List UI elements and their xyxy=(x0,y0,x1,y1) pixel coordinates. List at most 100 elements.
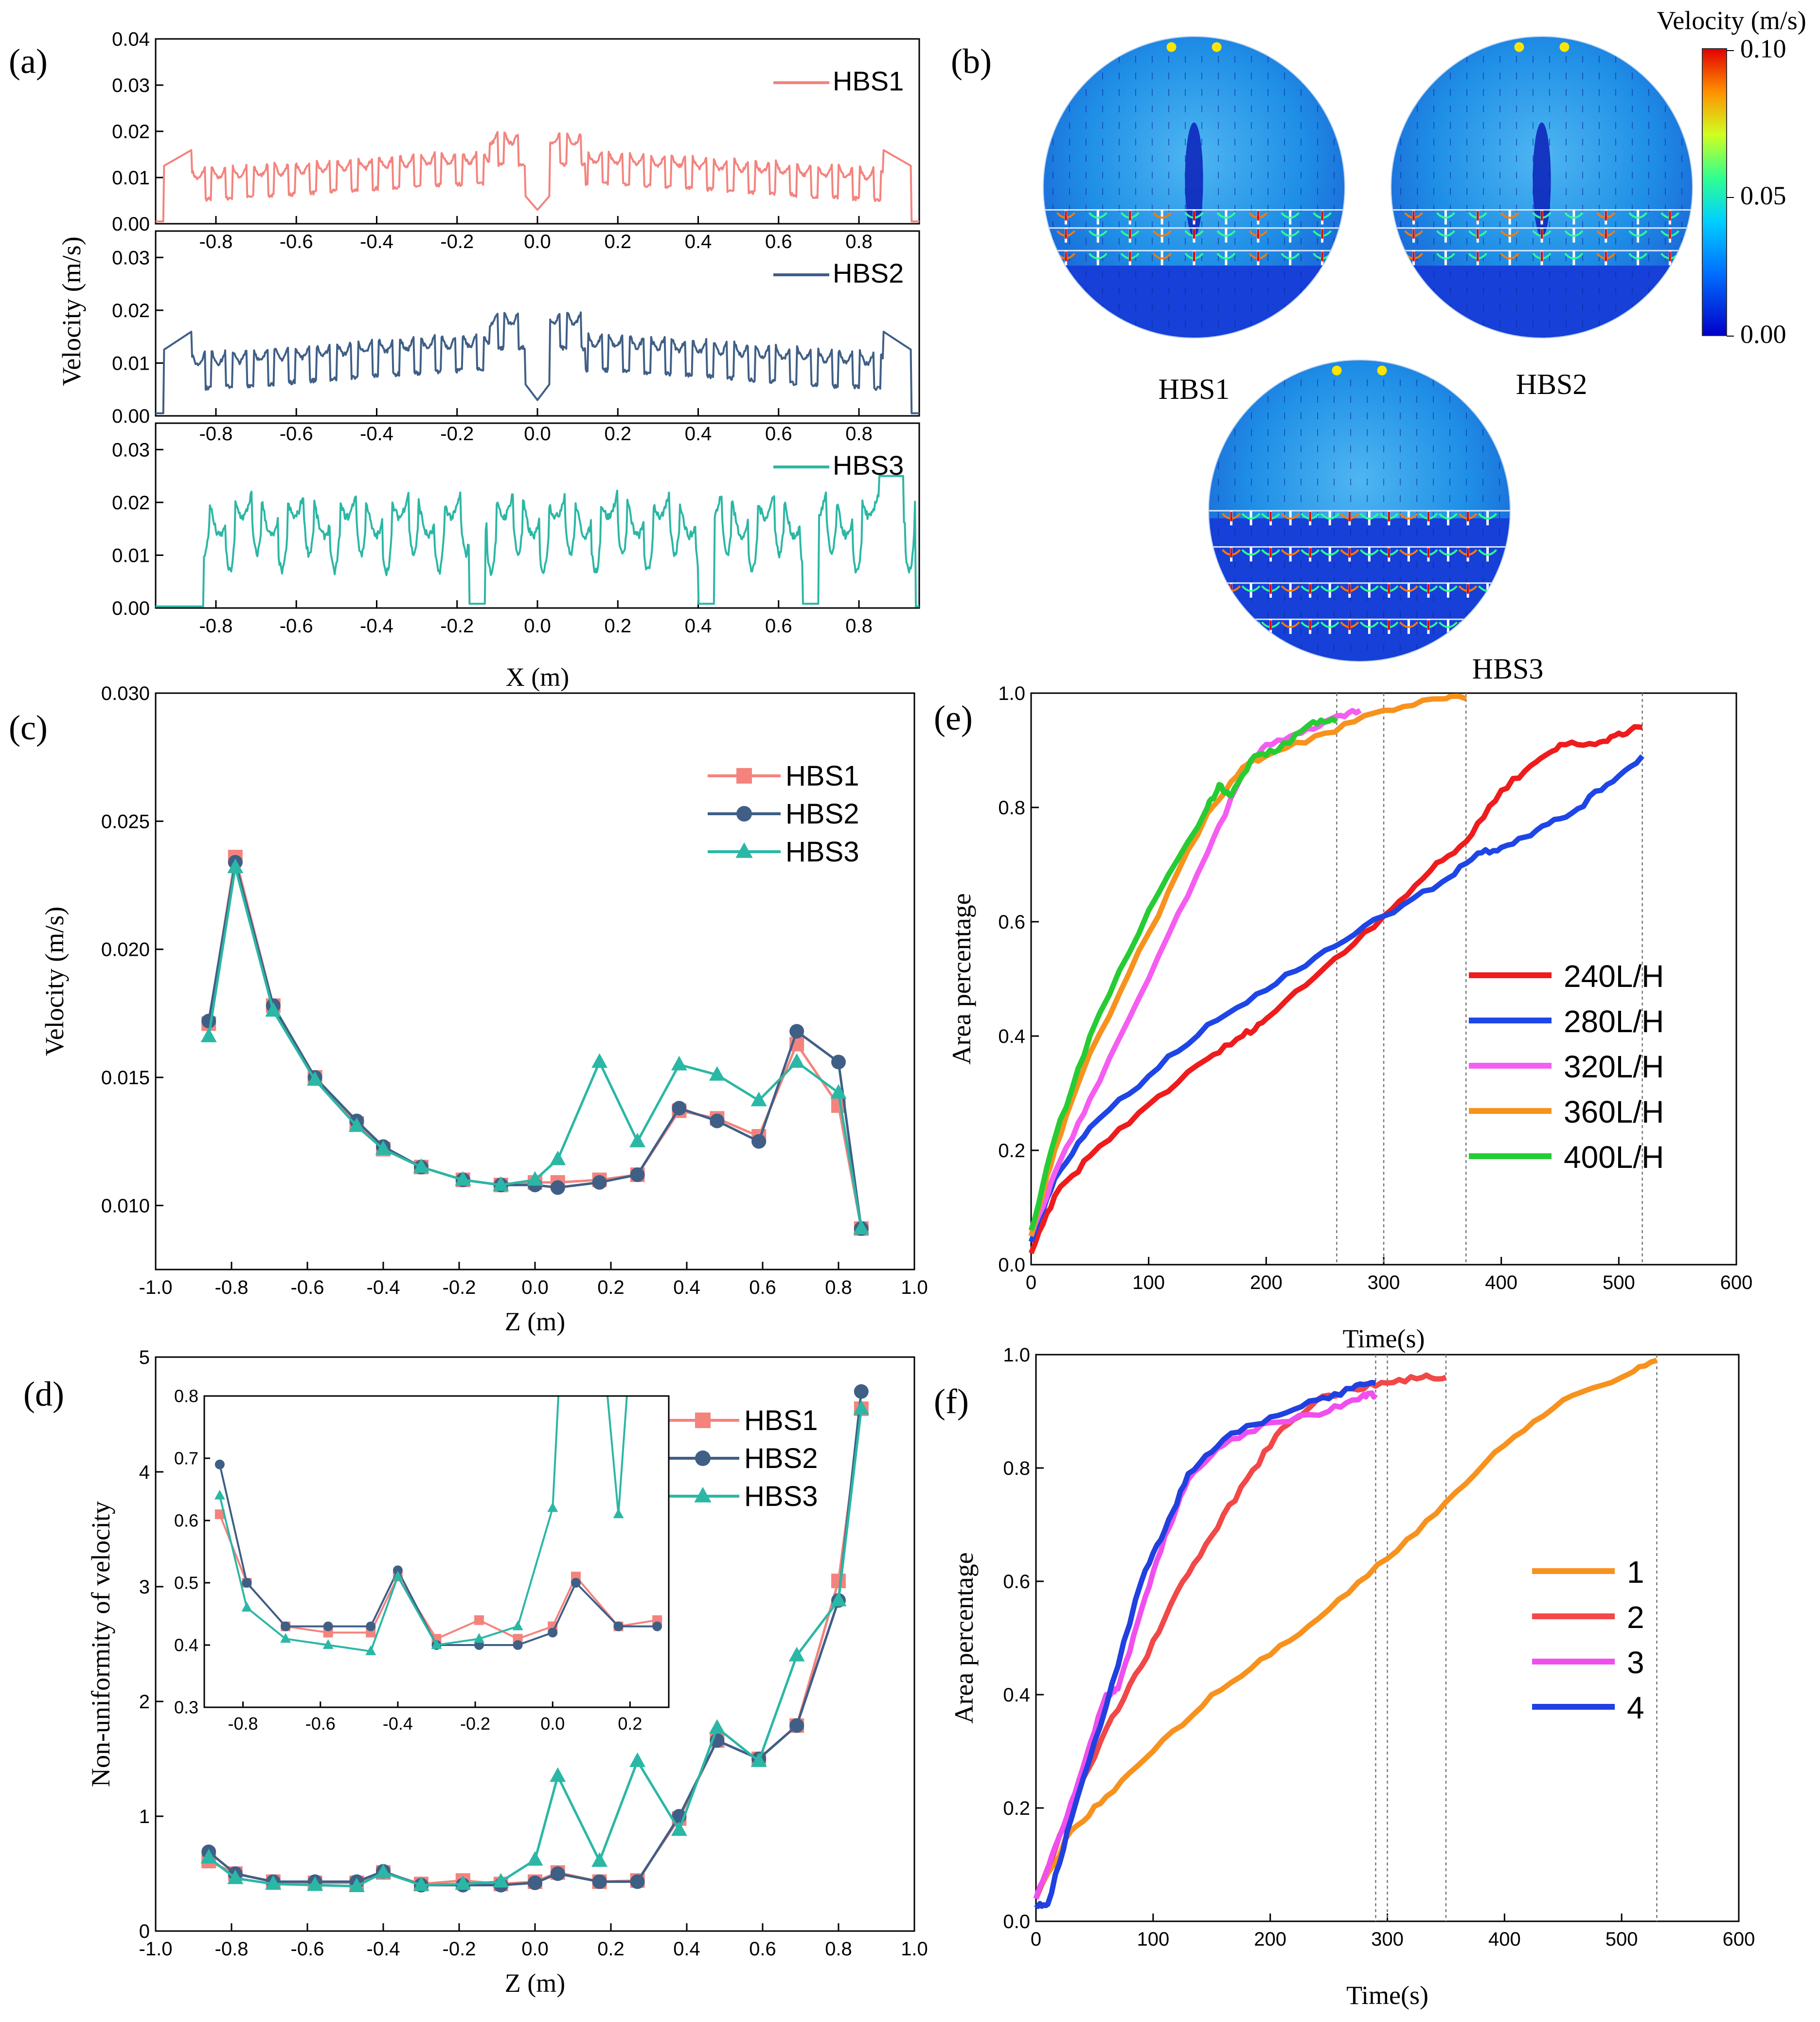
series-line-280L/H xyxy=(1028,754,1644,1243)
data-point xyxy=(709,1066,725,1081)
inset-data-point xyxy=(365,1645,376,1655)
data-point xyxy=(527,1171,543,1186)
nozzle-jet xyxy=(1478,513,1497,519)
low-velocity-region xyxy=(1209,518,1510,662)
data-point xyxy=(550,1150,566,1165)
x-axis-label: X (m) xyxy=(506,662,569,692)
x-tick-label: 500 xyxy=(1603,1272,1635,1293)
label-HBS3: HBS3 xyxy=(1472,653,1544,685)
series-line-360L/H xyxy=(1028,693,1467,1237)
data-point xyxy=(527,1851,543,1866)
x-tick-label: -1.0 xyxy=(139,1277,173,1298)
series-line-400L/H xyxy=(1028,716,1338,1232)
chart-d: -1.0 -0.8 -0.6 -0.4 -0.2 0.0 0.2 0.4 0.6 0.8 1.0 0 1… xyxy=(86,1048,928,1998)
legend-label: HBS2 xyxy=(785,798,859,830)
x-tick-label: -0.2 xyxy=(440,231,474,252)
legend-marker xyxy=(736,806,752,822)
x-tick-label: 0.8 xyxy=(845,615,873,637)
y-tick-label: 0.03 xyxy=(112,439,150,461)
inset-chart: -0.8 -0.6 -0.4 -0.2 0.0 0.2 0.3 0.4 0.5 0.6 0.7 0.8 xyxy=(174,1048,670,1734)
data-point xyxy=(830,1592,847,1607)
x-tick-label: -0.8 xyxy=(199,231,232,252)
data-point xyxy=(307,1876,323,1891)
nozzle-jet xyxy=(1458,621,1478,628)
inset-series-HBS3 xyxy=(214,1048,628,1655)
x-tick-label: 0.4 xyxy=(685,615,712,637)
y-axis-label: Velocity (m/s) xyxy=(57,236,86,386)
y-tick-label: 0.02 xyxy=(112,492,150,514)
y-tick-label: 5 xyxy=(139,1347,150,1368)
nozzle-jet xyxy=(1500,252,1519,260)
nozzle-jet xyxy=(1359,513,1379,519)
data-point xyxy=(853,1219,870,1235)
colorbar-tick-label: 0.05 xyxy=(1740,181,1786,210)
y-tick-label: 0.00 xyxy=(112,406,150,427)
nozzle-jet xyxy=(1152,252,1172,260)
nozzle-jet xyxy=(1359,621,1379,628)
data-point xyxy=(672,1101,687,1116)
series-HBS3 xyxy=(200,1400,870,1892)
y-tick-label: 0.4 xyxy=(998,1026,1025,1047)
x-tick-label: 0.0 xyxy=(524,615,551,637)
x-tick-label: -0.4 xyxy=(360,231,393,252)
chart-b-contours: HBS1 HBS2 HBS3 Velocity (m/s)0.10 0.05 0.00 xyxy=(1043,6,1806,685)
nozzle-jet xyxy=(1500,212,1519,219)
y-tick-label: 0.02 xyxy=(112,121,150,143)
data-point xyxy=(201,1014,216,1029)
data-point xyxy=(375,1863,392,1879)
inset-data-point xyxy=(323,1621,333,1631)
data-point xyxy=(710,1113,725,1128)
x-tick-label: 0.8 xyxy=(845,423,873,445)
x-tick-label: 0.4 xyxy=(685,231,712,252)
x-tick-label: 0.2 xyxy=(604,615,631,637)
x-tick-label: 100 xyxy=(1137,1929,1169,1950)
x-tick-label: -0.8 xyxy=(199,423,232,445)
x-tick-label: 0 xyxy=(1031,1929,1041,1950)
legend-label: 280L/H xyxy=(1564,1004,1664,1039)
inset-data-point xyxy=(366,1621,376,1631)
nozzle-jet xyxy=(1399,621,1418,628)
y-tick-label: 0.025 xyxy=(101,811,150,832)
inlet-hotspot xyxy=(1166,42,1177,52)
x-axis-label: Z (m) xyxy=(505,1307,565,1336)
data-point xyxy=(671,1056,687,1071)
y-tick-label: 0.3 xyxy=(174,1698,198,1718)
data-point xyxy=(671,1821,687,1836)
inset-frame xyxy=(203,1395,670,1708)
x-tick-label: -0.8 xyxy=(215,1938,249,1960)
nozzle-jet xyxy=(1241,549,1261,556)
nozzle-jet xyxy=(1438,621,1458,628)
nozzle-jet xyxy=(1320,585,1339,592)
y-tick-label: 0.02 xyxy=(112,300,150,322)
series-line-320L/H xyxy=(1028,708,1362,1237)
nozzle-jet xyxy=(1320,549,1339,556)
legend-marker xyxy=(695,1450,711,1466)
y-tick-label: 0.8 xyxy=(998,797,1025,819)
series-line-HBS1 xyxy=(155,131,920,223)
data-point xyxy=(592,1175,607,1190)
x-tick-label: 0.6 xyxy=(765,231,792,252)
legend-label: 320L/H xyxy=(1564,1049,1664,1084)
nozzle-jet xyxy=(1281,513,1300,519)
x-tick-label: 0.6 xyxy=(765,615,792,637)
data-point xyxy=(550,1866,565,1881)
inset-data-point xyxy=(547,1502,558,1512)
nozzle-jet xyxy=(1281,230,1300,237)
inset-data-point xyxy=(571,1048,581,1057)
y-tick-label: 0.01 xyxy=(112,167,150,189)
nozzle-jet xyxy=(1281,621,1300,628)
chart-c: -1.0 -0.8 -0.6 -0.4 -0.2 0.0 0.2 0.4 0.6 0.8 1.0 0.… xyxy=(40,683,928,1336)
data-point xyxy=(854,1384,869,1399)
inset-data-point xyxy=(393,1565,403,1575)
inlet-hotspot xyxy=(1377,365,1387,376)
y-tick-label: 0.0 xyxy=(998,1254,1025,1276)
data-point xyxy=(592,1874,607,1889)
nozzle-jet xyxy=(1359,549,1379,556)
x-tick-label: 600 xyxy=(1723,1929,1755,1950)
disc-outline xyxy=(1043,36,1345,339)
x-tick-label: -0.6 xyxy=(280,231,313,252)
nozzle-jet xyxy=(1152,212,1172,219)
nozzle-jet xyxy=(1320,513,1339,519)
data-point xyxy=(550,1767,566,1782)
data-point xyxy=(591,1053,608,1068)
